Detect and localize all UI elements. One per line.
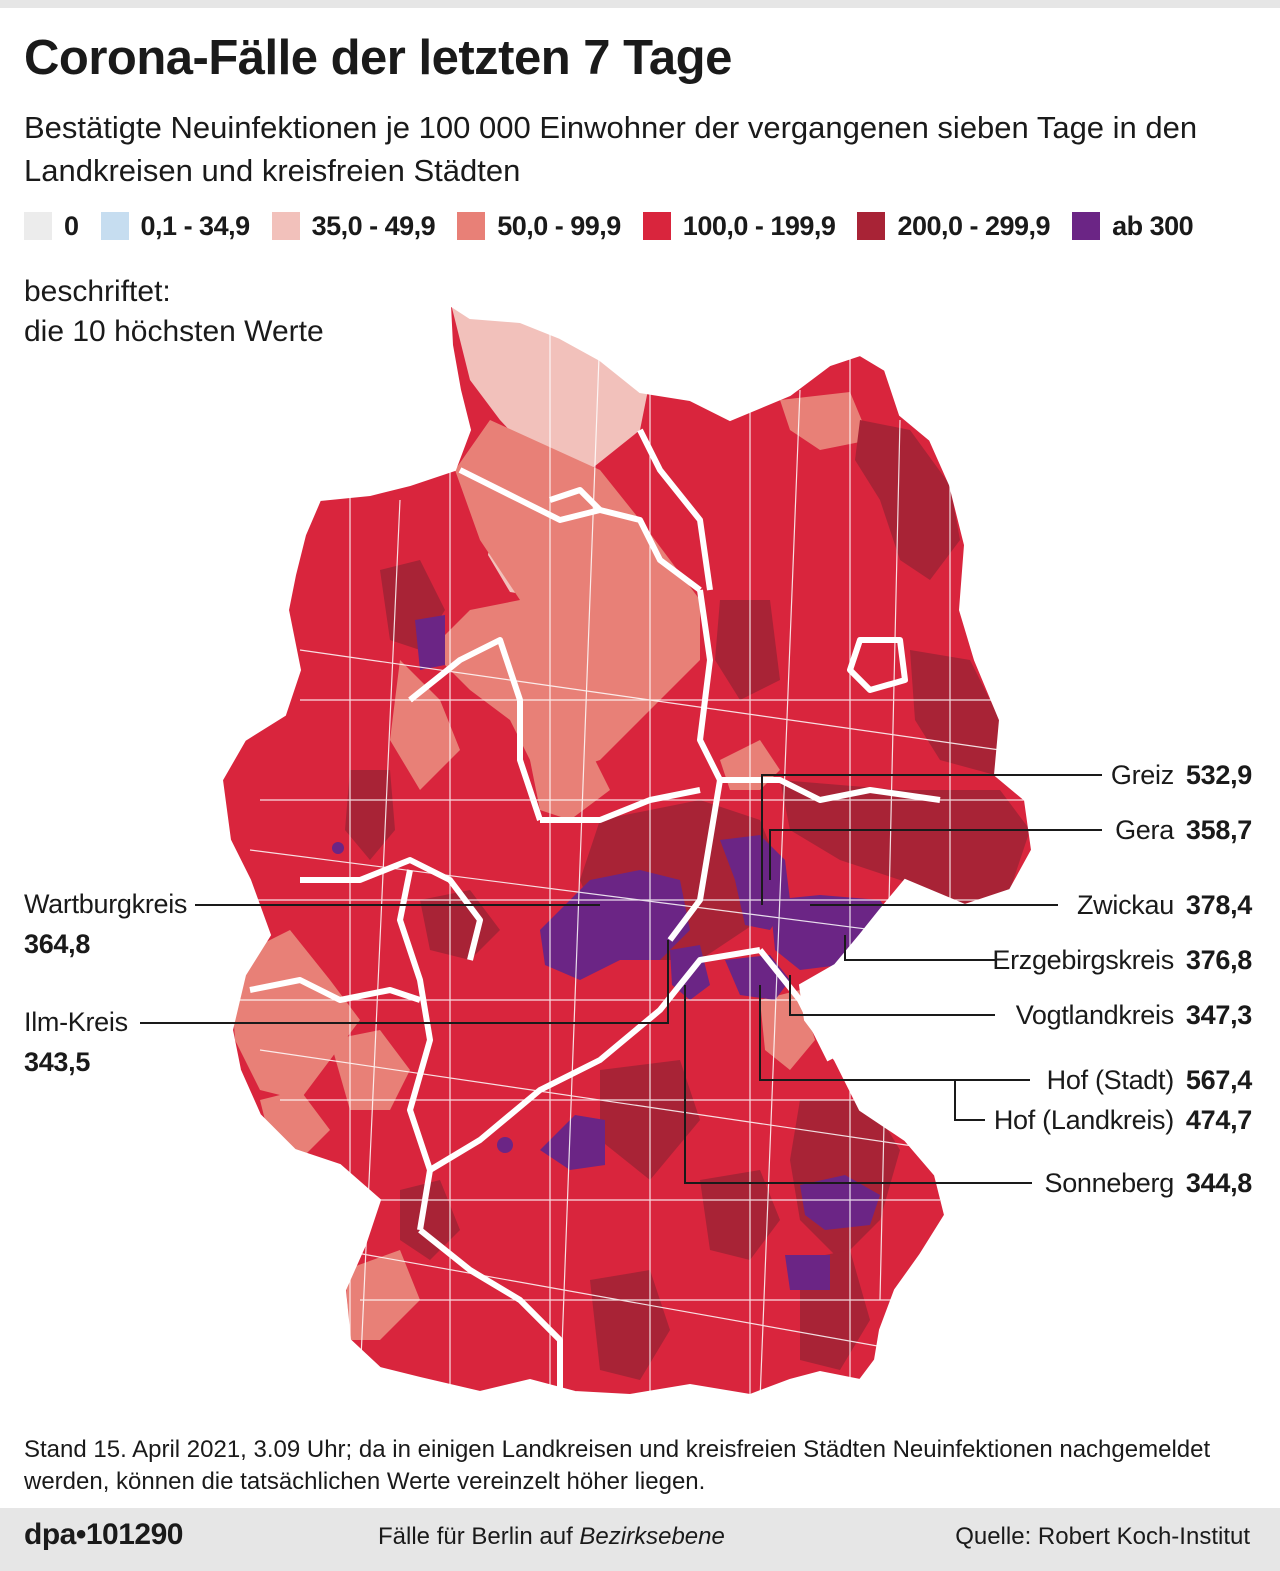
region-top-oberpfalz <box>800 1175 880 1230</box>
label-note: beschriftet: die 10 höchsten Werte <box>24 272 324 352</box>
label-zwickau: Zwickau 378,4 <box>1077 887 1252 923</box>
label-note-line2: die 10 höchsten Werte <box>24 315 324 348</box>
region-top-franken <box>540 1115 605 1170</box>
legend-label-4: 100,0 - 199,9 <box>682 210 836 241</box>
district-borders <box>240 305 1031 1395</box>
legend-item-2: 35,0 - 49,9 <box>271 210 436 242</box>
label-greiz: Greiz 532,9 <box>1111 757 1252 793</box>
label-erzgebirgskreis-name: Erzgebirgskreis <box>992 944 1174 975</box>
germany-map <box>140 304 1102 1396</box>
legend-label-6: ab 300 <box>1112 210 1194 241</box>
leader-sonneberg <box>684 985 1032 1184</box>
legend-swatch-4 <box>642 212 671 240</box>
label-vogtlandkreis-name: Vogtlandkreis <box>1015 999 1175 1030</box>
label-hof-stadt: Hof (Stadt) 567,4 <box>1046 1062 1253 1098</box>
leader-lines <box>140 774 1102 1184</box>
state-borders <box>249 428 941 1390</box>
region-dark-sachsen <box>780 780 1030 905</box>
legend-item-5: 200,0 - 299,9 <box>857 210 1051 242</box>
region-dark-bayern <box>700 1170 780 1260</box>
legend-item-4: 100,0 - 199,9 <box>642 210 836 242</box>
leader-ilm-kreis <box>140 940 669 1024</box>
legend-item-0: 0 <box>24 211 79 242</box>
leader-vogtlandkreis <box>789 975 995 1016</box>
label-hof-stadt-name: Hof (Stadt) <box>1046 1064 1175 1095</box>
footer-source: Quelle: Robert Koch-Institut <box>955 1523 1250 1550</box>
legend-label-0: 0 <box>64 210 79 241</box>
page-subtitle: Bestätigte Neuinfektionen je 100 000 Ein… <box>24 110 1198 188</box>
leader-greiz <box>761 774 1102 905</box>
region-mid-east-coast <box>780 392 870 450</box>
footer-berlin-note: Fälle für Berlin auf Bezirksebene <box>378 1523 725 1551</box>
label-erzgebirgskreis: Erzgebirgskreis 376,8 <box>992 942 1252 978</box>
label-gera-name: Gera <box>1115 814 1174 845</box>
region-mid-north <box>430 420 700 780</box>
label-sonneberg-value: 344,8 <box>1185 1167 1252 1198</box>
legend-item-3: 50,0 - 99,9 <box>457 211 621 242</box>
label-hof-stadt-value: 567,4 <box>1185 1064 1252 1095</box>
legend-swatch-2 <box>271 212 300 240</box>
label-ilm-kreis-name: Ilm-Kreis <box>24 1007 128 1037</box>
map-regions <box>222 305 1032 1395</box>
region-dark-hessen <box>420 890 500 960</box>
region-dark-nrw <box>345 770 395 860</box>
region-mid-weser <box>390 660 460 790</box>
label-hof-landkreis: Hof (Landkreis) 474,7 <box>994 1102 1252 1138</box>
region-mid-west <box>230 930 360 1100</box>
label-greiz-value: 532,9 <box>1185 759 1252 790</box>
leader-erzgebirgskreis <box>844 935 995 961</box>
footer-berlin-prefix: Fälle für Berlin auf <box>378 1523 580 1550</box>
leader-gera <box>769 829 1102 880</box>
region-top-small-2 <box>332 842 344 854</box>
legend-swatch-5 <box>857 212 886 240</box>
dpa-logo: dpa•101290 <box>24 1518 183 1551</box>
region-top-zwickau <box>770 895 900 970</box>
legend-item-1: 0,1 - 34,9 <box>100 210 251 242</box>
legend-label-5: 200,0 - 299,9 <box>897 210 1051 241</box>
region-top-wartburgkreis <box>540 870 690 980</box>
region-dark-vorpommern <box>855 420 960 580</box>
footer: dpa•101290 Fälle für Berlin auf Bezirkse… <box>0 1508 1280 1571</box>
region-mid-bw-west <box>345 1250 420 1340</box>
label-hof-landkreis-name: Hof (Landkreis) <box>993 1104 1174 1135</box>
label-wartburgkreis: Wartburgkreis 364,8 <box>24 884 187 964</box>
legend-swatch-3 <box>457 212 486 240</box>
label-sonneberg-name: Sonneberg <box>1044 1167 1175 1198</box>
label-zwickau-value: 378,4 <box>1185 889 1252 920</box>
region-dark-east <box>910 650 1000 775</box>
region-top-niederbayern <box>785 1255 830 1290</box>
leader-hof-landkreis <box>954 1080 985 1121</box>
label-gera: Gera 358,7 <box>1115 812 1252 848</box>
legend-swatch-0 <box>24 212 52 240</box>
label-gera-value: 358,7 <box>1185 814 1252 845</box>
label-greiz-name: Greiz <box>1110 759 1174 790</box>
region-dark-brandenburg <box>715 600 780 700</box>
leader-hof-stadt <box>759 985 1030 1081</box>
label-ilm-kreis: Ilm-Kreis 343,5 <box>24 1002 128 1082</box>
label-vogtlandkreis-value: 347,3 <box>1185 999 1252 1030</box>
legend-swatch-1 <box>100 212 129 240</box>
label-wartburgkreis-name: Wartburgkreis <box>24 889 188 919</box>
label-hof-landkreis-value: 474,7 <box>1185 1104 1252 1135</box>
legend-label-3: 50,0 - 99,9 <box>497 210 621 241</box>
region-top-emsland <box>415 615 445 670</box>
label-ilm-kreis-value: 343,5 <box>24 1047 91 1077</box>
top-strip <box>0 0 1280 8</box>
legend: 0 0,1 - 34,9 35,0 - 49,9 50,0 - 99,9 100… <box>24 208 1194 244</box>
footnote: Stand 15. April 2021, 3.09 Uhr; da in ei… <box>24 1436 1211 1495</box>
label-erzgebirgskreis-value: 376,8 <box>1185 944 1252 975</box>
page-title: Corona-Fälle der letzten 7 Tage <box>24 31 732 85</box>
legend-label-2: 35,0 - 49,9 <box>311 210 436 241</box>
region-top-small-1 <box>497 1137 513 1153</box>
label-vogtlandkreis: Vogtlandkreis 347,3 <box>1015 997 1253 1033</box>
label-sonneberg: Sonneberg 344,8 <box>1045 1165 1253 1201</box>
label-wartburgkreis-value: 364,8 <box>24 929 91 959</box>
label-zwickau-name: Zwickau <box>1076 889 1174 920</box>
legend-label-1: 0,1 - 34,9 <box>140 210 251 241</box>
label-note-line1: beschriftet: <box>24 275 171 308</box>
footer-berlin-italic: Bezirksebene <box>579 1523 725 1550</box>
legend-swatch-6 <box>1072 212 1101 240</box>
legend-item-6: ab 300 <box>1072 210 1194 242</box>
